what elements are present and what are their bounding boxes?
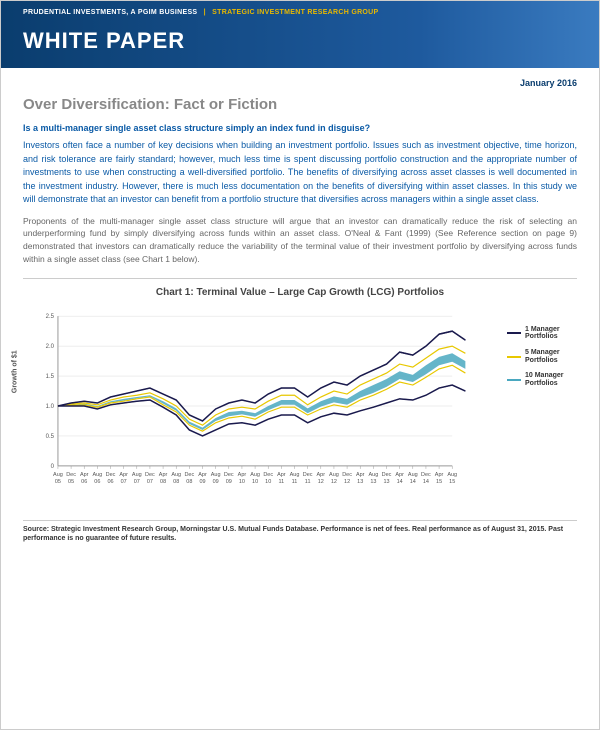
svg-text:08: 08 bbox=[160, 478, 166, 484]
svg-text:Dec: Dec bbox=[303, 471, 313, 477]
legend-item: 10 Manager Portfolios bbox=[507, 372, 573, 387]
svg-text:06: 06 bbox=[94, 478, 100, 484]
svg-text:Apr: Apr bbox=[356, 471, 365, 477]
svg-text:Apr: Apr bbox=[159, 471, 168, 477]
svg-text:Aug: Aug bbox=[329, 471, 339, 477]
org-secondary: STRATEGIC INVESTMENT RESEARCH GROUP bbox=[212, 9, 378, 16]
chart-footer: Source: Strategic Investment Research Gr… bbox=[23, 520, 577, 543]
svg-text:09: 09 bbox=[213, 478, 219, 484]
svg-text:11: 11 bbox=[305, 478, 311, 484]
svg-text:Dec: Dec bbox=[382, 471, 392, 477]
svg-text:15: 15 bbox=[449, 478, 455, 484]
svg-text:Dec: Dec bbox=[224, 471, 234, 477]
svg-text:10: 10 bbox=[239, 478, 245, 484]
svg-text:05: 05 bbox=[55, 478, 61, 484]
intro-paragraph: Investors often face a number of key dec… bbox=[23, 139, 577, 207]
svg-text:1.5: 1.5 bbox=[46, 374, 55, 380]
svg-text:1.0: 1.0 bbox=[46, 404, 55, 410]
org-primary: PRUDENTIAL INVESTMENTS, A PGIM BUSINESS bbox=[23, 9, 197, 16]
svg-text:Dec: Dec bbox=[421, 471, 431, 477]
svg-text:13: 13 bbox=[357, 478, 363, 484]
svg-text:05: 05 bbox=[68, 478, 74, 484]
header-org-line: PRUDENTIAL INVESTMENTS, A PGIM BUSINESS … bbox=[23, 9, 577, 16]
svg-text:08: 08 bbox=[186, 478, 192, 484]
svg-text:Dec: Dec bbox=[145, 471, 155, 477]
svg-text:Aug: Aug bbox=[171, 471, 181, 477]
svg-text:14: 14 bbox=[423, 478, 429, 484]
chart-svg: 00.51.01.52.02.5Aug05Dec05Apr06Aug06Dec0… bbox=[23, 306, 577, 516]
svg-text:Aug: Aug bbox=[132, 471, 142, 477]
svg-text:13: 13 bbox=[370, 478, 376, 484]
svg-text:Aug: Aug bbox=[290, 471, 300, 477]
svg-text:Aug: Aug bbox=[250, 471, 260, 477]
svg-text:07: 07 bbox=[134, 478, 140, 484]
date-line: January 2016 bbox=[1, 68, 599, 96]
svg-text:Apr: Apr bbox=[238, 471, 247, 477]
svg-text:0: 0 bbox=[51, 463, 55, 469]
svg-text:Dec: Dec bbox=[342, 471, 352, 477]
body-paragraph: Proponents of the multi-manager single a… bbox=[23, 215, 577, 266]
article-title: Over Diversification: Fact or Fiction bbox=[23, 96, 577, 113]
svg-text:Aug: Aug bbox=[408, 471, 418, 477]
svg-text:Apr: Apr bbox=[395, 471, 404, 477]
svg-text:10: 10 bbox=[265, 478, 271, 484]
chart-container: Chart 1: Terminal Value – Large Cap Grow… bbox=[23, 278, 577, 543]
svg-text:Dec: Dec bbox=[66, 471, 76, 477]
header-title: WHITE PAPER bbox=[23, 28, 577, 54]
legend-item: 1 Manager Portfolios bbox=[507, 326, 573, 341]
svg-text:Dec: Dec bbox=[184, 471, 194, 477]
svg-text:14: 14 bbox=[410, 478, 416, 484]
chart-title: Chart 1: Terminal Value – Large Cap Grow… bbox=[23, 287, 577, 298]
svg-text:14: 14 bbox=[397, 478, 403, 484]
svg-text:06: 06 bbox=[107, 478, 113, 484]
svg-text:06: 06 bbox=[81, 478, 87, 484]
svg-text:Aug: Aug bbox=[53, 471, 63, 477]
svg-text:2.5: 2.5 bbox=[46, 314, 55, 320]
chart-legend: 1 Manager Portfolios 5 Manager Portfolios… bbox=[507, 326, 573, 396]
svg-text:Aug: Aug bbox=[92, 471, 102, 477]
svg-text:Apr: Apr bbox=[277, 471, 286, 477]
svg-text:11: 11 bbox=[292, 478, 298, 484]
chart-area: Growth of $1 00.51.01.52.02.5Aug05Dec05A… bbox=[23, 306, 577, 516]
svg-text:12: 12 bbox=[318, 478, 324, 484]
legend-item: 5 Manager Portfolios bbox=[507, 349, 573, 364]
svg-text:Aug: Aug bbox=[447, 471, 457, 477]
svg-text:Apr: Apr bbox=[80, 471, 89, 477]
svg-text:12: 12 bbox=[344, 478, 350, 484]
svg-text:Apr: Apr bbox=[119, 471, 128, 477]
legend-swatch bbox=[507, 379, 521, 381]
divider: | bbox=[204, 9, 206, 16]
legend-label: 5 Manager Portfolios bbox=[525, 349, 573, 364]
svg-text:07: 07 bbox=[147, 478, 153, 484]
svg-text:11: 11 bbox=[279, 478, 285, 484]
svg-text:Apr: Apr bbox=[317, 471, 326, 477]
legend-swatch bbox=[507, 332, 521, 334]
svg-text:13: 13 bbox=[383, 478, 389, 484]
svg-text:2.0: 2.0 bbox=[46, 344, 55, 350]
svg-text:08: 08 bbox=[173, 478, 179, 484]
y-axis-label: Growth of $1 bbox=[12, 350, 19, 393]
svg-text:09: 09 bbox=[199, 478, 205, 484]
svg-text:0.5: 0.5 bbox=[46, 433, 55, 439]
legend-label: 1 Manager Portfolios bbox=[525, 326, 573, 341]
svg-text:Dec: Dec bbox=[263, 471, 273, 477]
svg-text:15: 15 bbox=[436, 478, 442, 484]
svg-text:Aug: Aug bbox=[211, 471, 221, 477]
svg-text:Dec: Dec bbox=[106, 471, 116, 477]
svg-text:Apr: Apr bbox=[435, 471, 444, 477]
legend-swatch bbox=[507, 356, 521, 358]
header-banner: PRUDENTIAL INVESTMENTS, A PGIM BUSINESS … bbox=[1, 1, 599, 68]
svg-text:Apr: Apr bbox=[198, 471, 207, 477]
svg-text:10: 10 bbox=[252, 478, 258, 484]
legend-label: 10 Manager Portfolios bbox=[525, 372, 573, 387]
svg-text:12: 12 bbox=[331, 478, 337, 484]
svg-text:09: 09 bbox=[226, 478, 232, 484]
svg-text:Aug: Aug bbox=[368, 471, 378, 477]
article-subtitle: Is a multi-manager single asset class st… bbox=[23, 123, 577, 133]
content-area: Over Diversification: Fact or Fiction Is… bbox=[1, 96, 599, 553]
svg-text:07: 07 bbox=[121, 478, 127, 484]
